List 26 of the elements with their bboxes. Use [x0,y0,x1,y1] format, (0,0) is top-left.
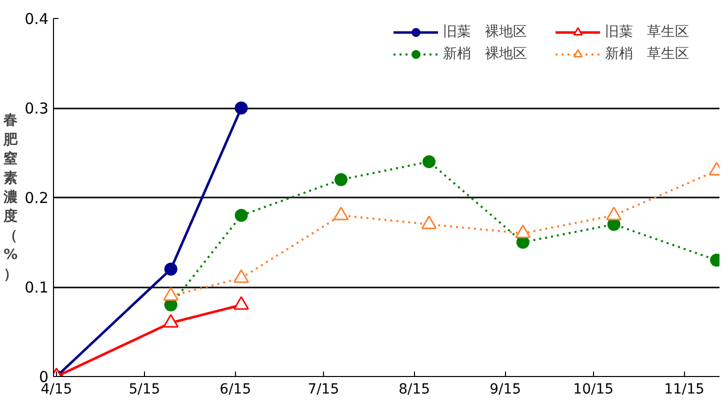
legend-label: 旧葉 裸地区 [443,23,528,41]
x-tick-label: 6/15 [220,382,252,398]
legend-label: 新梢 草生区 [605,45,690,63]
x-tick-label: 8/15 [398,382,430,398]
point [606,206,622,220]
x-tick-label: 11/15 [664,382,704,398]
point [515,224,531,238]
point [163,287,179,301]
y-tick-label: 0.1 [24,278,49,296]
x-tick-label: 5/15 [128,382,160,398]
point [421,216,437,230]
point [234,208,248,222]
x-tick-label: 9/15 [490,382,522,398]
x-tick-label: 7/15 [308,382,340,398]
text: 春肥窒素濃度（%） [4,112,18,282]
y-tick-label: 0.4 [24,10,49,28]
point [422,155,436,168]
legend-label: 新梢 裸地区 [443,45,528,63]
y-tick-label: 0.2 [24,189,49,207]
point [234,269,250,283]
point [334,173,348,186]
x-tick-label: 10/15 [573,382,614,398]
point [234,102,248,114]
y-tick-label: 0.3 [24,100,49,118]
point [333,206,349,220]
legend-label: 旧葉 草生区 [605,23,690,41]
